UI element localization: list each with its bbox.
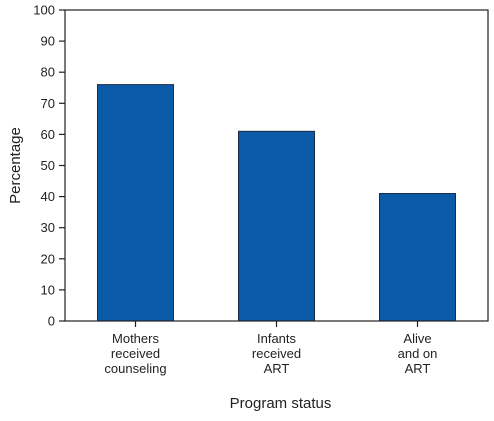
y-tick-label: 100 (33, 3, 55, 18)
bar-1 (97, 84, 174, 322)
y-ticks-layer: 0 10 20 30 40 50 60 70 80 90 100 (33, 3, 65, 329)
bar-2 (238, 130, 315, 322)
y-tick-label: 70 (41, 96, 55, 111)
y-tick-label: 30 (41, 220, 55, 235)
x-category-label-line: and on (398, 346, 438, 361)
x-category-label-line: Mothers (112, 331, 159, 346)
y-tick-label: 40 (41, 189, 55, 204)
y-axis-title: Percentage (7, 127, 24, 204)
y-tick-label: 20 (41, 251, 55, 266)
x-category-label-3: Alive and on ART (398, 331, 438, 376)
y-tick-label: 90 (41, 34, 55, 49)
x-axis-title: Program status (230, 395, 332, 412)
x-category-label-line: ART (264, 361, 290, 376)
y-tick-label: 10 (41, 282, 55, 297)
y-tick-label: 80 (41, 65, 55, 80)
y-tick-label: 60 (41, 127, 55, 142)
x-category-label-2: Infants received ART (252, 331, 301, 376)
x-category-label-line: Infants (257, 331, 297, 346)
bar-3 (379, 193, 456, 322)
bars-layer (97, 84, 456, 322)
x-category-label-1: Mothers received counseling (104, 331, 166, 376)
x-category-label-line: Alive (403, 331, 431, 346)
y-tick-label: 0 (48, 314, 55, 329)
x-category-label-line: received (252, 346, 301, 361)
x-category-label-line: ART (405, 361, 431, 376)
y-tick-label: 50 (41, 158, 55, 173)
x-category-label-line: counseling (104, 361, 166, 376)
x-category-label-line: received (111, 346, 160, 361)
